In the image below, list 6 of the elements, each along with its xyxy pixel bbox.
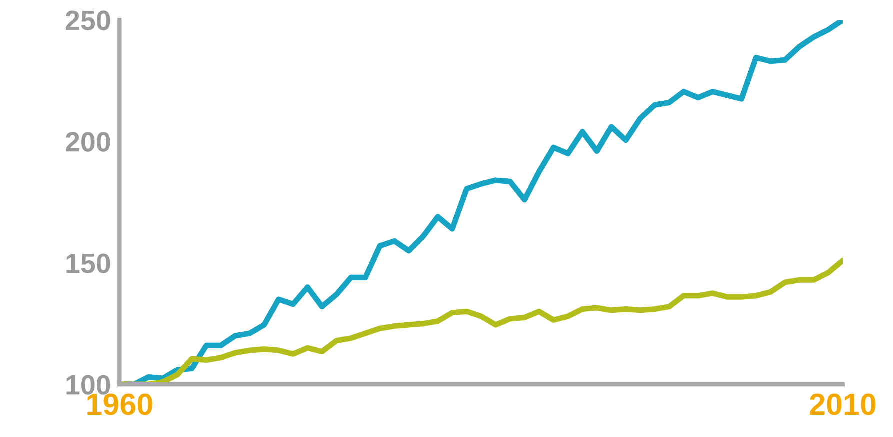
y-tick-label: 150 <box>66 254 110 274</box>
x-tick-label: 1960 <box>88 394 152 416</box>
y-tick-label: 200 <box>66 132 110 152</box>
y-tick-label: 100 <box>66 375 110 395</box>
y-tick-label: 250 <box>66 10 110 30</box>
x-tick-label: 2010 <box>810 394 876 416</box>
